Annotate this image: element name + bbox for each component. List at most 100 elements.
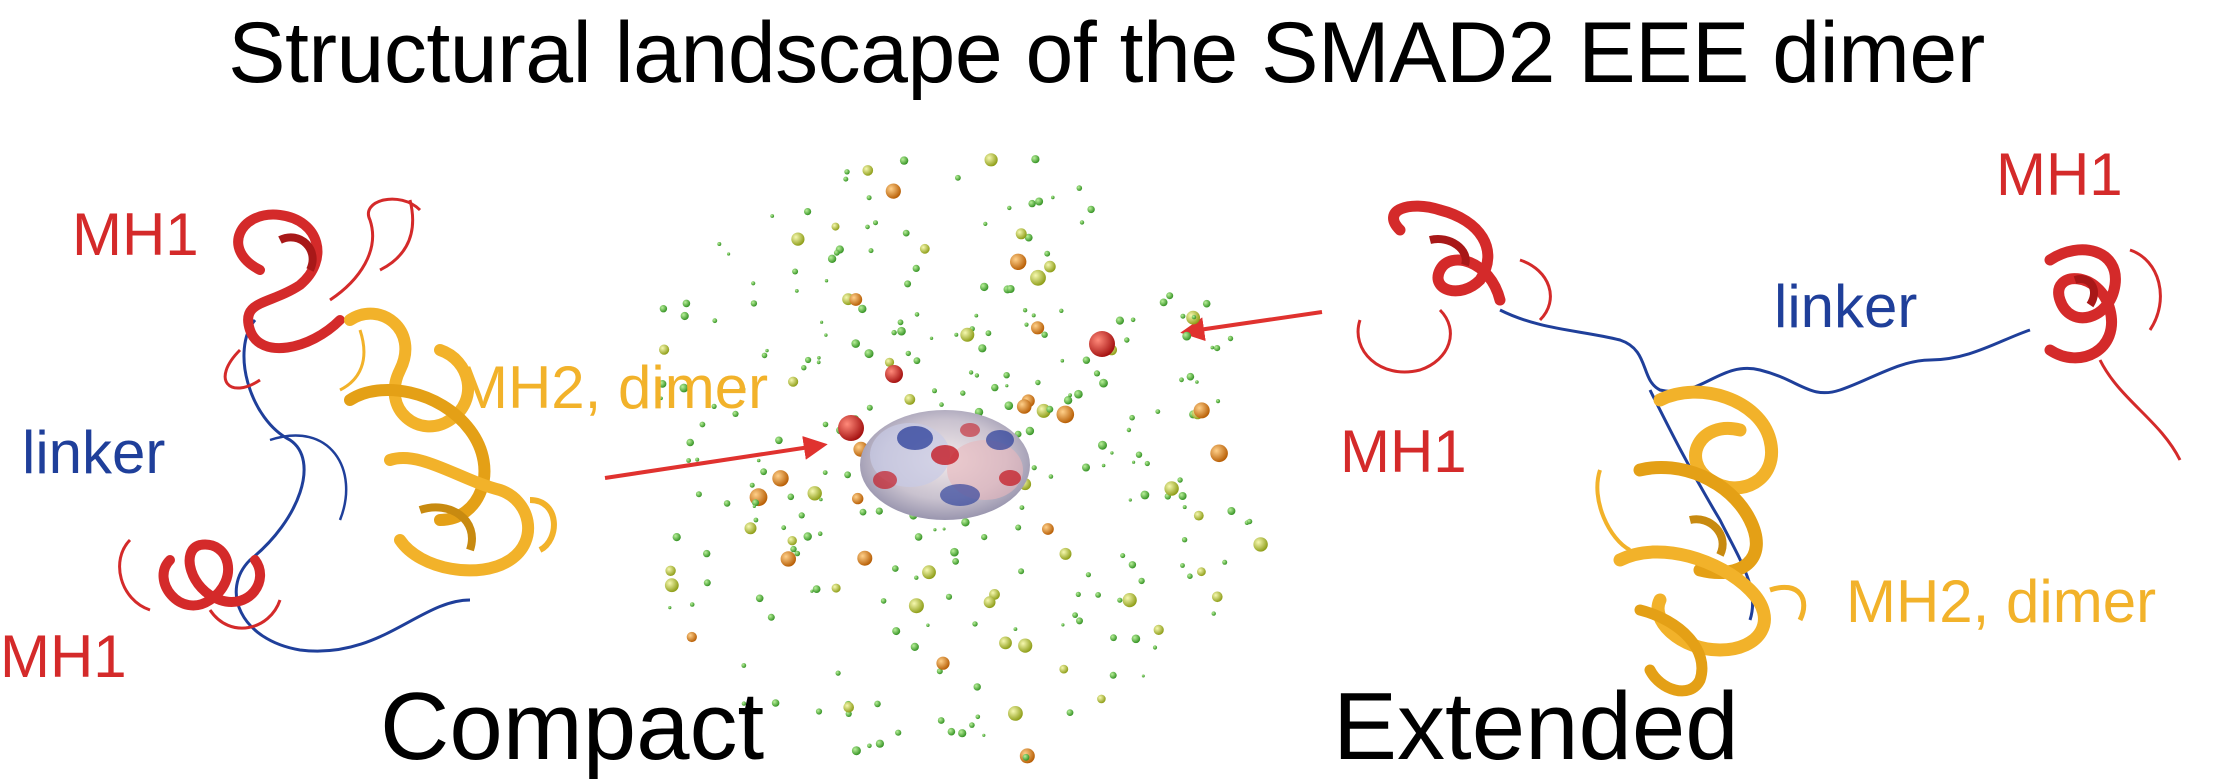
ensemble-sphere [1031,465,1037,471]
ensemble-sphere [817,356,821,360]
ensemble-sphere [1063,396,1073,405]
ensemble-sphere [703,549,711,558]
ensemble-sphere [1182,331,1192,341]
ensemble-sphere [792,268,799,275]
ensemble-sphere [864,349,874,359]
ensemble-sphere [1076,617,1083,625]
arrow-extended-to-ensemble [1180,310,1323,342]
ensemble-sphere [767,613,775,621]
ensemble-sphere [1120,553,1126,559]
ensemble-sphere [755,594,764,603]
ensemble-sphere [717,242,722,246]
ensemble-sphere [960,327,975,342]
ensemble-sphere [1035,197,1044,206]
ensemble-sphere [744,522,757,535]
ensemble-sphere [1051,195,1055,200]
extended-mh1-left-ribbon [1356,200,1552,374]
ensemble-sphere [749,482,755,488]
ensemble-sphere [985,330,992,337]
ensemble-sphere [1187,573,1193,579]
ensemble-sphere [1048,474,1054,479]
ensemble-sphere [752,499,759,507]
ensemble-sphere [1025,426,1035,436]
ensemble-sphere [686,631,697,643]
ensemble-sphere [958,729,967,738]
ensemble-sphere [1124,337,1130,343]
ensemble-sphere [975,714,981,720]
ensemble-sphere [857,550,873,566]
ensemble-sphere [820,320,824,324]
ensemble-sphere [1093,370,1101,377]
ensemble-sphere [867,743,872,749]
compact-caption: Compact [380,673,765,780]
extended-mh2-label: MH2, dimer [1846,568,2157,635]
ensemble-sphere [1144,460,1150,467]
ensemble-sphere [695,491,702,498]
ensemble-sphere [1059,308,1064,313]
ensemble-sphere [1132,460,1136,464]
ensemble-sphere [849,293,863,306]
ensemble-sphere [862,165,874,176]
ensemble-sphere [772,470,789,487]
extended-linker-label: linker [1774,273,1918,340]
ensemble-sphere [983,596,996,609]
ensemble-sphere [1181,537,1188,543]
ensemble-sphere [1010,253,1027,270]
ensemble-sphere [1129,414,1135,421]
ensemble-sphere [983,221,988,226]
ensemble-sphere [868,248,874,254]
ensemble-sphere [750,300,758,307]
ensemble-sphere [765,348,769,353]
ensemble-sphere [1214,345,1221,352]
ensemble-sphere [897,326,906,336]
ensemble-sphere [950,547,959,557]
ensemble-sphere [960,390,966,396]
ensemble-sphere [984,153,998,167]
ensemble-sphere [760,468,767,476]
ensemble-sphere [929,336,934,340]
ensemble-sphere [1115,316,1124,325]
compact-mh1-bottom-ribbon [118,538,282,630]
ensemble-sphere [1122,593,1137,608]
extended-linker-strand [1499,308,2031,395]
ensemble-sphere [780,551,796,567]
ensemble-sphere [665,565,676,576]
ensemble-sphere [798,512,805,519]
ensemble-sphere [1082,463,1090,472]
ensemble-sphere [852,492,864,505]
ensemble-sphere [843,701,854,713]
ensemble-sphere [819,497,823,502]
ensemble-sphere [761,352,768,359]
ensemble-sphere [1060,358,1065,363]
ensemble-sphere [899,156,909,165]
ensemble-sphere [659,305,668,313]
ensemble-sphere [816,360,821,365]
ensemble-sphere [753,517,759,523]
ensemble-sphere [873,220,878,226]
ensemble-sphere [689,602,695,607]
ensemble-sphere [1098,440,1107,450]
ensemble-sphere [1164,481,1179,496]
ensemble-sphere [892,627,901,636]
ensemble-sphere [682,299,691,308]
ensemble-sphere [902,229,910,237]
ensemble-sphere-large [838,415,864,441]
ensemble-sphere [1095,592,1101,598]
ensemble-sphere [1085,572,1091,578]
ensemble-sphere [1186,372,1195,381]
ensemble-sphere [1109,671,1117,679]
ensemble-sphere [1079,220,1085,225]
extended-caption: Extended [1333,673,1739,780]
compact-structure [118,197,557,653]
ensemble-sphere [831,222,840,231]
ensemble-sphere [1015,228,1027,240]
ensemble-sphere [1031,321,1045,335]
ensemble-sphere [794,550,801,557]
ensemble-sphere [875,739,885,748]
arrow-compact-to-ensemble [604,436,828,480]
ensemble-sphere [1138,577,1145,585]
ensemble-sphere [1195,380,1199,384]
ensemble-sphere [1110,634,1117,642]
ensemble-sphere [1031,313,1036,318]
ensemble-sphere [1056,405,1075,424]
